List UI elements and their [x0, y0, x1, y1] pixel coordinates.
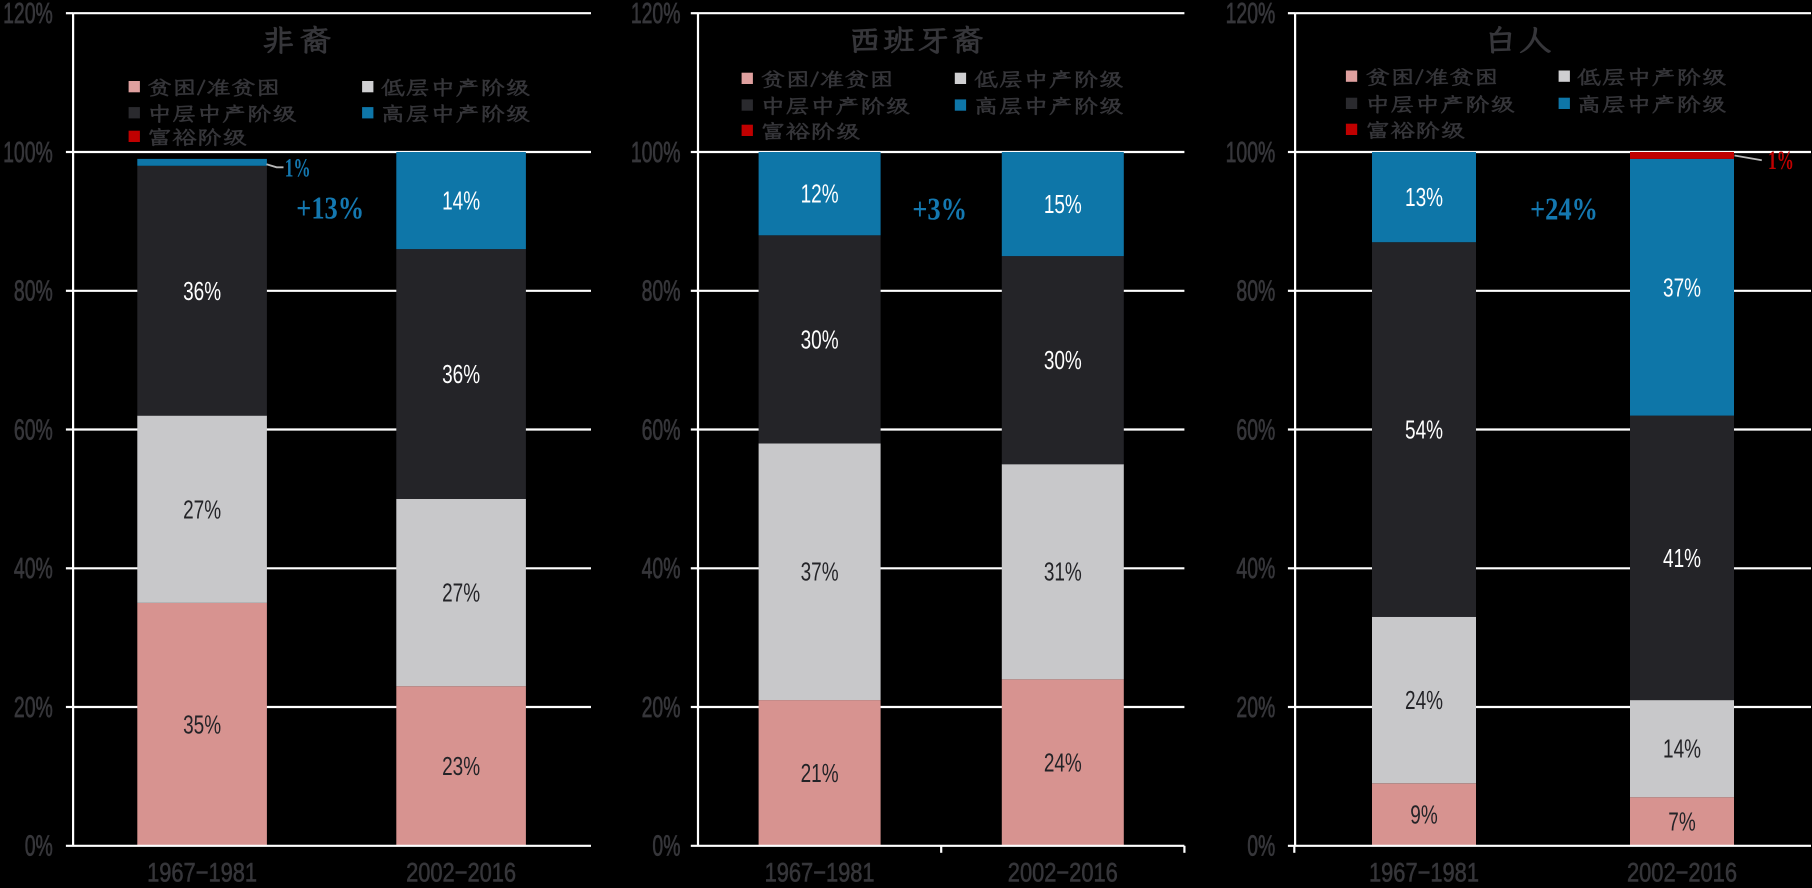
svg-text:23%: 23%: [442, 751, 480, 781]
svg-text:60%: 60%: [14, 415, 53, 447]
svg-text:100%: 100%: [3, 137, 53, 169]
svg-text:100%: 100%: [631, 137, 681, 169]
svg-text:40%: 40%: [14, 554, 53, 586]
svg-text:54%: 54%: [1405, 415, 1443, 445]
svg-text:100%: 100%: [1226, 137, 1276, 169]
svg-text:0%: 0%: [1247, 831, 1275, 863]
svg-text:30%: 30%: [801, 324, 839, 354]
svg-text:60%: 60%: [642, 415, 681, 447]
svg-text:1%: 1%: [285, 153, 311, 182]
svg-text:1967−1981: 1967−1981: [147, 858, 257, 888]
svg-text:31%: 31%: [1044, 557, 1082, 587]
svg-text:24%: 24%: [1044, 748, 1082, 778]
svg-text:0%: 0%: [25, 831, 53, 863]
svg-text:41%: 41%: [1663, 543, 1701, 573]
svg-text:24%: 24%: [1405, 685, 1443, 715]
svg-text:80%: 80%: [642, 276, 681, 308]
svg-text:120%: 120%: [1226, 0, 1276, 30]
svg-text:80%: 80%: [1236, 276, 1275, 308]
svg-text:2002−2016: 2002−2016: [406, 858, 516, 888]
svg-text:40%: 40%: [1236, 554, 1275, 586]
svg-text:60%: 60%: [1236, 415, 1275, 447]
svg-text:15%: 15%: [1044, 189, 1082, 219]
svg-text:20%: 20%: [1236, 692, 1275, 724]
svg-text:37%: 37%: [1663, 272, 1701, 302]
svg-text:30%: 30%: [1044, 345, 1082, 375]
svg-text:36%: 36%: [183, 276, 221, 306]
svg-text:0%: 0%: [652, 831, 680, 863]
svg-text:14%: 14%: [442, 186, 480, 216]
svg-text:1967−1981: 1967−1981: [765, 858, 875, 888]
svg-text:36%: 36%: [442, 359, 480, 389]
svg-text:12%: 12%: [801, 179, 839, 209]
svg-text:1967−1981: 1967−1981: [1369, 858, 1479, 888]
svg-text:20%: 20%: [642, 692, 681, 724]
svg-text:120%: 120%: [3, 0, 53, 30]
svg-text:37%: 37%: [801, 557, 839, 587]
svg-text:2002−2016: 2002−2016: [1008, 858, 1118, 888]
svg-text:1%: 1%: [1768, 145, 1794, 174]
svg-text:27%: 27%: [183, 494, 221, 524]
svg-text:+3%: +3%: [912, 192, 967, 227]
svg-text:7%: 7%: [1668, 807, 1695, 837]
svg-text:14%: 14%: [1663, 734, 1701, 764]
svg-text:13%: 13%: [1405, 182, 1443, 212]
svg-text:+24%: +24%: [1530, 192, 1598, 227]
svg-text:80%: 80%: [14, 276, 53, 308]
svg-text:9%: 9%: [1410, 800, 1437, 830]
svg-text:40%: 40%: [642, 554, 681, 586]
svg-text:21%: 21%: [801, 758, 839, 788]
svg-text:27%: 27%: [442, 578, 480, 608]
svg-text:35%: 35%: [183, 709, 221, 739]
svg-text:120%: 120%: [631, 0, 681, 30]
svg-text:+13%: +13%: [296, 191, 364, 226]
svg-text:20%: 20%: [14, 692, 53, 724]
svg-text:2002−2016: 2002−2016: [1627, 858, 1737, 888]
